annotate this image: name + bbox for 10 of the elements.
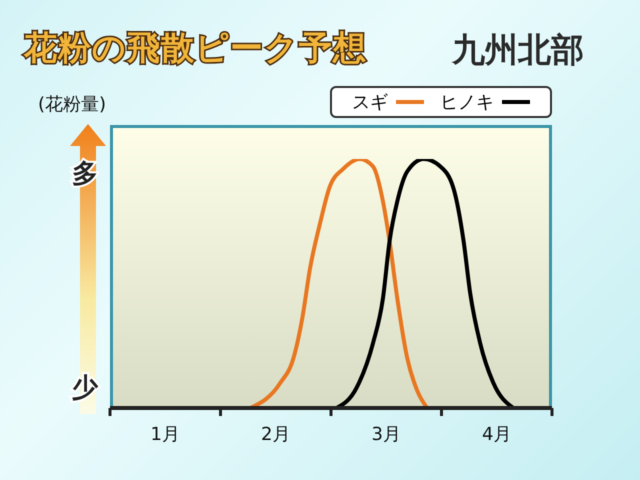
x-tick-label: 4月 [482, 424, 512, 445]
legend-label: スギ [352, 91, 388, 114]
y-axis-title: (花粉量) [38, 93, 106, 116]
x-tick-label: 3月 [372, 424, 401, 445]
chart-title: 花粉の飛散ピーク予想 [24, 27, 367, 69]
legend-label: ヒノキ [440, 91, 494, 114]
text: 少 [72, 372, 98, 405]
chart-subtitle: 九州北部 [452, 29, 584, 71]
x-tick-label: 1月 [150, 424, 180, 445]
x-tick-label: 2月 [261, 424, 290, 445]
